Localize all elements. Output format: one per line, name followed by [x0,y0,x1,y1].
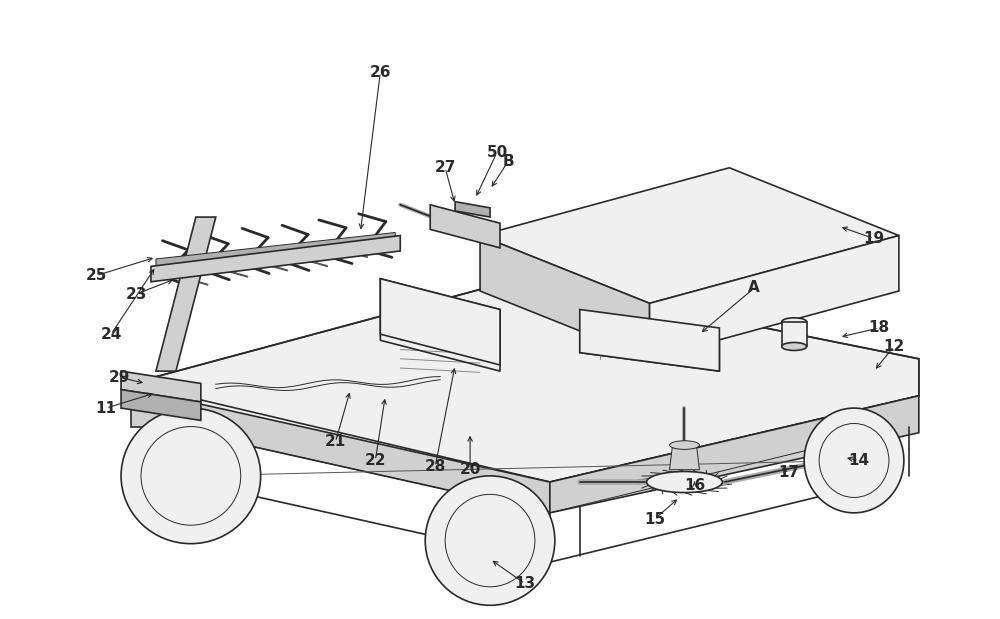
Polygon shape [550,396,919,513]
Polygon shape [480,236,650,359]
Polygon shape [121,389,201,420]
Text: 12: 12 [883,339,905,354]
Polygon shape [455,202,490,217]
Text: A: A [748,280,760,295]
Text: 22: 22 [365,453,386,468]
Text: 11: 11 [96,400,117,415]
Text: 20: 20 [459,462,481,477]
Ellipse shape [141,426,241,525]
Polygon shape [480,168,899,303]
Text: 24: 24 [100,327,122,342]
Text: 19: 19 [863,231,885,246]
Polygon shape [380,279,500,365]
Polygon shape [131,383,191,426]
Text: 50: 50 [486,145,508,160]
Ellipse shape [647,472,722,493]
Text: 15: 15 [644,511,665,527]
Polygon shape [121,371,201,402]
Ellipse shape [425,476,555,605]
Text: 13: 13 [514,576,535,591]
Text: B: B [502,154,514,169]
Ellipse shape [670,441,699,449]
Ellipse shape [782,342,807,350]
Text: 18: 18 [868,321,890,335]
Text: 21: 21 [325,435,346,449]
Text: 23: 23 [125,287,147,301]
Ellipse shape [445,495,535,587]
Text: 17: 17 [779,465,800,480]
Polygon shape [580,310,719,371]
Ellipse shape [782,318,807,326]
Ellipse shape [804,408,904,513]
Polygon shape [151,236,400,282]
Text: 27: 27 [434,160,456,175]
Ellipse shape [819,423,889,498]
Polygon shape [650,236,899,359]
Polygon shape [670,445,699,470]
Polygon shape [430,205,500,248]
Text: 16: 16 [684,478,705,493]
Polygon shape [156,233,395,269]
Text: 25: 25 [85,268,107,283]
Text: 26: 26 [370,65,391,80]
Text: 28: 28 [424,459,446,474]
Polygon shape [191,402,550,513]
Polygon shape [156,217,216,371]
Text: 14: 14 [848,453,870,468]
Polygon shape [131,279,919,482]
Text: 29: 29 [108,370,130,385]
Ellipse shape [121,408,261,543]
Polygon shape [782,322,807,347]
